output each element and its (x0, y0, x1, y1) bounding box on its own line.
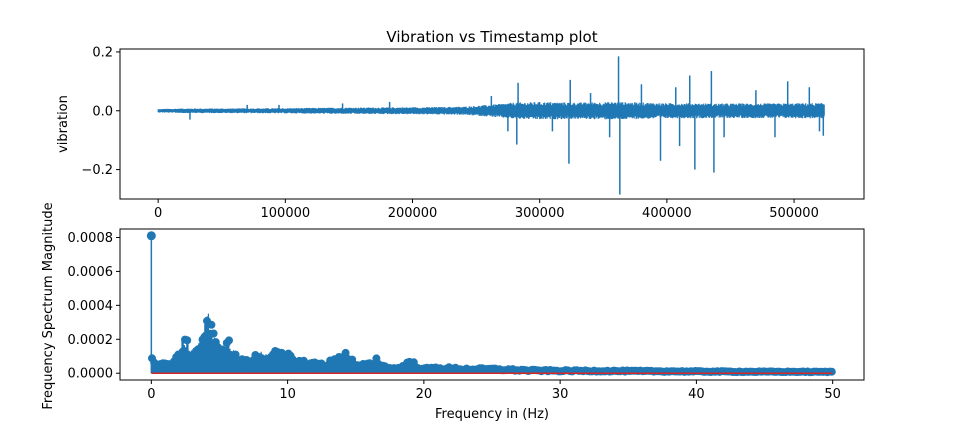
y-tick-label: 0.0 (92, 104, 113, 119)
x-tick-label: 40 (688, 387, 705, 402)
x-tick-label: 100000 (261, 206, 311, 221)
chart-title: Vibration vs Timestamp plot (386, 28, 597, 46)
x-tick-label: 200000 (388, 206, 438, 221)
spectrum-marker-points (148, 316, 836, 377)
axes-frame-top (119, 48, 865, 200)
x-axis-ticks-top: 0 100000 200000 300000 400000 500000 (154, 199, 819, 221)
x-tick-label: 0 (147, 387, 155, 402)
y-axis-label-bottom: Frequency Spectrum Magnitude (41, 202, 56, 409)
x-tick-label: 50 (824, 387, 841, 402)
x-tick-label: 10 (279, 387, 296, 402)
y-tick-label: −0.2 (81, 163, 113, 178)
y-axis-ticks-bottom: 0.0000 0.0002 0.0004 0.0006 0.0008 (68, 231, 120, 382)
vibration-spikes (189, 56, 825, 195)
axes-frame-bottom (119, 228, 865, 381)
y-tick-label: 0.0004 (68, 299, 114, 314)
x-tick-label: 500000 (769, 206, 819, 221)
vibration-plot: Vibration vs Timestamp plot 0 100000 20000… (56, 28, 865, 221)
dc-marker (146, 231, 156, 241)
x-tick-label: 20 (416, 387, 433, 402)
x-tick-label: 300000 (515, 206, 565, 221)
x-axis-ticks-bottom: 0 10 20 30 40 50 (147, 380, 841, 402)
x-tick-label: 30 (552, 387, 569, 402)
x-tick-label: 0 (154, 206, 162, 221)
y-tick-label: 0.0000 (68, 367, 114, 382)
frequency-spectrum-plot: 0 10 20 30 40 50 0.00000.00020.00040.00060.00… (41, 202, 865, 422)
vibration-line (157, 102, 825, 120)
y-axis-ticks-top: −0.2 0.0 0.2 (81, 45, 120, 178)
y-tick-label: 0.0006 (68, 265, 114, 280)
vibration-series (157, 102, 825, 120)
y-tick-label: 0.2 (92, 45, 113, 60)
spectrum-stem-lines (151, 313, 833, 374)
x-axis-label-bottom: Frequency in (Hz) (435, 407, 549, 422)
y-tick-label: 0.0002 (68, 333, 114, 348)
y-tick-label: 0.0008 (68, 231, 114, 246)
y-axis-label-top: vibration (56, 95, 71, 153)
x-tick-label: 400000 (642, 206, 692, 221)
spectrum-markers (146, 231, 836, 377)
